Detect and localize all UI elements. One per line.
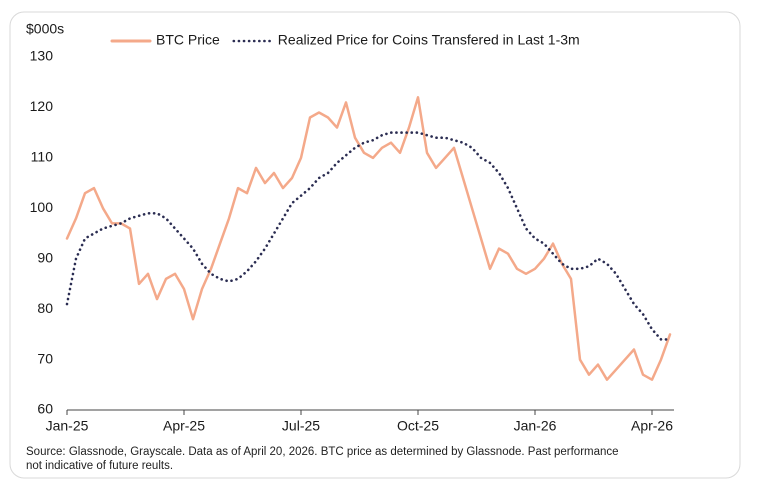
series-line: [65, 131, 672, 341]
y-tick-label: 60: [37, 401, 53, 417]
x-tick-label: Apr-26: [631, 418, 673, 434]
source-note: not indicative of future reults.: [26, 460, 173, 472]
x-tick-label: Jan-25: [46, 418, 89, 434]
y-tick-label: 110: [31, 149, 54, 165]
x-tick-label: Oct-25: [397, 418, 439, 434]
y-tick-label: 130: [30, 48, 54, 64]
y-tick-label: 80: [37, 300, 53, 316]
x-tick-label: Jan-26: [514, 418, 557, 434]
y-tick-label: 120: [30, 98, 54, 114]
x-tick-label: Jul-25: [282, 418, 320, 434]
y-tick-label: 70: [37, 350, 53, 366]
legend-label: Realized Price for Coins Transfered in L…: [278, 32, 580, 48]
source-note: Source: Glassnode, Grayscale. Data as of…: [26, 446, 619, 458]
series-line: [65, 96, 672, 381]
y-axis-label: $000s: [26, 21, 64, 37]
y-tick-label: 100: [30, 199, 54, 215]
y-tick-label: 90: [37, 249, 53, 265]
legend-label: BTC Price: [156, 32, 220, 48]
card: [9, 11, 741, 479]
x-tick-label: Apr-25: [163, 418, 205, 434]
